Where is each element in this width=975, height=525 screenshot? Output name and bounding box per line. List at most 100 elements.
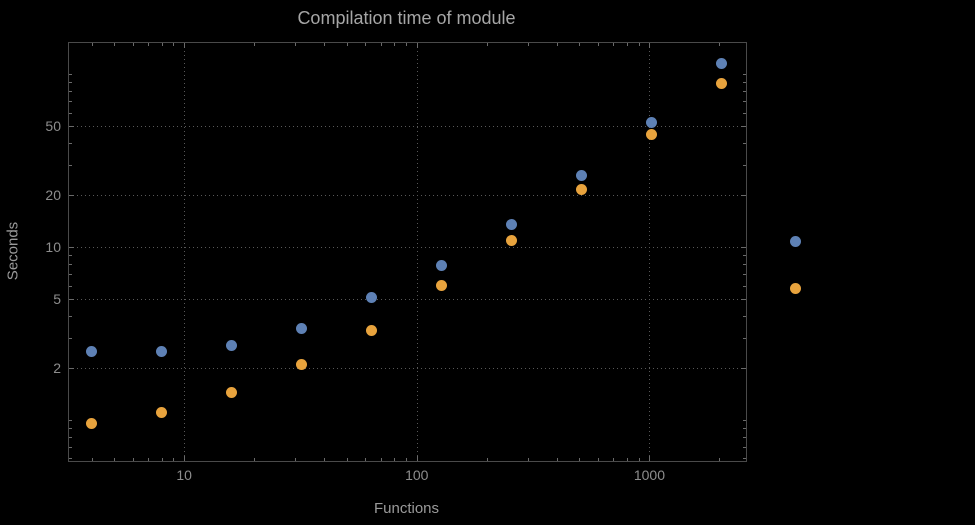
y-tick-mark: [69, 112, 72, 114]
y-tick-mark: [69, 91, 72, 93]
x-tick-mark: [719, 43, 721, 46]
x-tick-mark: [346, 458, 348, 461]
x-tick-mark: [346, 43, 348, 46]
x-tick-mark: [626, 458, 628, 461]
x-tick-mark: [613, 43, 615, 46]
x-gridline: [649, 43, 651, 461]
x-tick-label: 100: [405, 467, 429, 483]
y-tick-label: 10: [45, 239, 61, 256]
x-tick-mark: [148, 458, 150, 461]
y-tick-mark: [69, 74, 72, 76]
y-tick-mark: [69, 101, 72, 103]
data-point-orange: [436, 280, 448, 292]
data-point-blue: [576, 170, 588, 182]
y-tick-mark: [743, 458, 746, 460]
y-tick-mark: [743, 436, 746, 438]
y-tick-mark: [69, 143, 72, 145]
y-tick-mark: [69, 458, 72, 460]
y-gridline: [69, 299, 746, 301]
y-tick-mark: [69, 255, 72, 257]
x-tick-mark: [132, 43, 134, 46]
y-tick-mark: [69, 368, 74, 370]
x-tick-mark: [626, 43, 628, 46]
x-tick-mark: [556, 43, 558, 46]
y-tick-mark: [743, 274, 746, 276]
data-point-orange: [576, 184, 588, 196]
y-tick-mark: [69, 126, 74, 128]
y-tick-mark: [69, 436, 72, 438]
y-tick-mark: [743, 285, 746, 287]
y-tick-mark: [69, 247, 74, 249]
data-point-orange: [716, 77, 728, 89]
x-tick-mark: [365, 43, 367, 46]
x-tick-mark: [416, 456, 418, 461]
data-point-blue: [86, 345, 98, 357]
data-point-orange: [506, 234, 518, 246]
x-tick-mark: [324, 43, 326, 46]
data-point-orange: [366, 324, 378, 336]
y-tick-mark: [741, 126, 746, 128]
x-tick-mark: [295, 458, 297, 461]
x-tick-mark: [527, 43, 529, 46]
data-point-blue: [156, 345, 168, 357]
y-tick-mark: [743, 316, 746, 318]
x-tick-mark: [114, 43, 116, 46]
y-tick-mark: [741, 247, 746, 249]
x-tick-mark: [173, 458, 175, 461]
x-tick-mark: [254, 458, 256, 461]
y-tick-mark: [69, 299, 74, 301]
x-tick-mark: [184, 456, 186, 461]
y-tick-mark: [743, 101, 746, 103]
x-tick-label: 10: [176, 467, 192, 483]
y-tick-mark: [743, 255, 746, 257]
chart-title: Compilation time of module: [297, 8, 516, 28]
legend-marker-orange: [790, 282, 801, 294]
y-tick-mark: [69, 164, 72, 166]
y-tick-mark: [741, 299, 746, 301]
data-point-orange: [296, 358, 308, 370]
data-point-blue: [226, 340, 238, 352]
y-tick-mark: [743, 82, 746, 84]
y-tick-mark: [743, 446, 746, 448]
x-tick-mark: [719, 458, 721, 461]
y-tick-mark: [69, 420, 72, 422]
x-tick-mark: [649, 456, 651, 461]
y-tick-mark: [743, 91, 746, 93]
data-point-blue: [296, 322, 308, 334]
x-tick-mark: [173, 43, 175, 46]
x-tick-mark: [527, 458, 529, 461]
y-gridline: [69, 195, 746, 197]
x-tick-mark: [486, 458, 488, 461]
legend-marker-blue: [790, 235, 801, 247]
x-tick-mark: [556, 458, 558, 461]
y-tick-mark: [69, 285, 72, 287]
plot-area: 10 100 1000 2 5 10 20 50: [45, 42, 801, 483]
x-tick-mark: [91, 43, 93, 46]
data-point-orange: [646, 128, 658, 140]
y-tick-label: 5: [53, 291, 61, 308]
y-tick-label: 2: [53, 360, 61, 377]
y-tick-mark: [743, 420, 746, 422]
x-tick-mark: [114, 458, 116, 461]
x-tick-mark: [406, 43, 408, 46]
y-tick-label: 20: [45, 187, 61, 204]
y-tick-mark: [743, 264, 746, 266]
x-tick-mark: [638, 458, 640, 461]
x-tick-mark: [394, 43, 396, 46]
x-tick-mark: [380, 458, 382, 461]
y-gridline: [69, 247, 746, 249]
x-tick-mark: [132, 458, 134, 461]
y-tick-mark: [743, 428, 746, 430]
x-tick-mark: [380, 43, 382, 46]
data-point-blue: [366, 292, 378, 304]
y-tick-mark: [743, 164, 746, 166]
y-tick-mark: [69, 195, 74, 197]
x-tick-mark: [406, 458, 408, 461]
x-tick-mark: [161, 458, 163, 461]
y-tick-mark: [69, 428, 72, 430]
x-tick-mark: [416, 43, 418, 48]
x-gridline: [184, 43, 186, 461]
y-tick-label: 50: [45, 118, 61, 135]
x-tick-mark: [91, 458, 93, 461]
y-tick-mark: [69, 274, 72, 276]
